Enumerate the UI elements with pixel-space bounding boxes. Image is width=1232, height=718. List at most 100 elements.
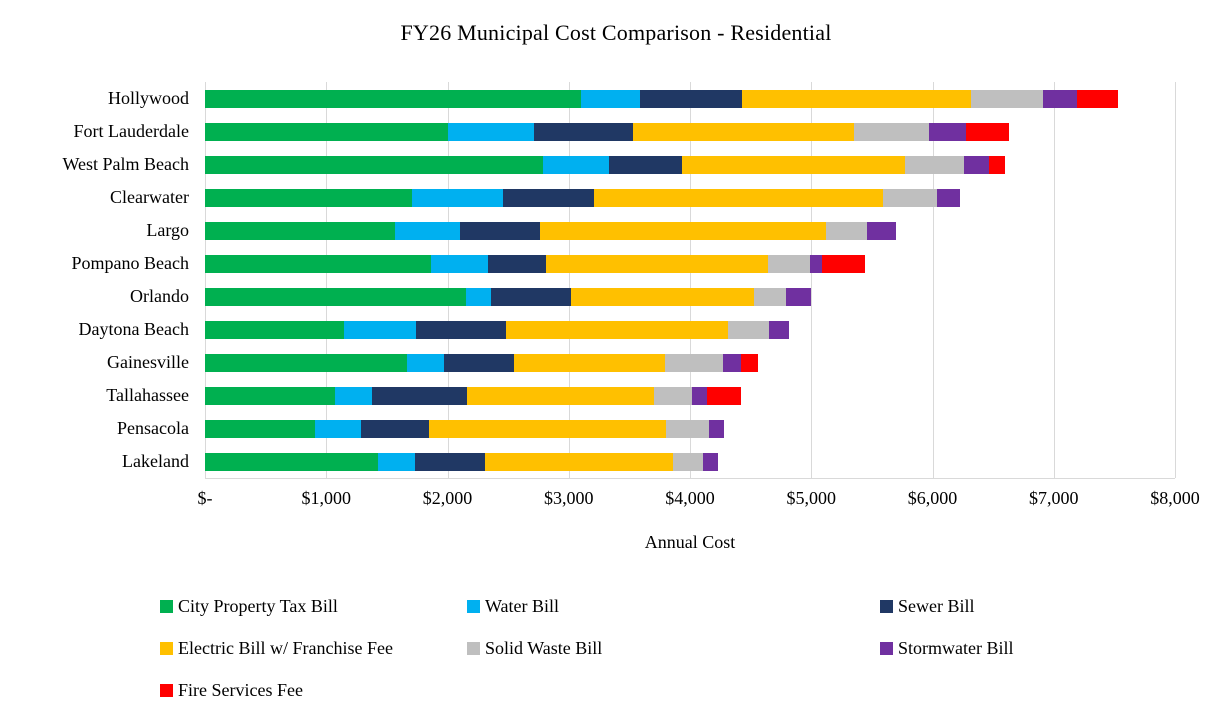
bar-segment xyxy=(443,353,515,372)
bar-row xyxy=(205,188,961,207)
bar-segment xyxy=(459,221,540,240)
bar-segment xyxy=(503,188,595,207)
bar-segment xyxy=(491,287,572,306)
bar-segment xyxy=(395,221,460,240)
bar-segment xyxy=(768,320,790,339)
bar-segment xyxy=(633,122,854,141)
plot-area xyxy=(205,82,1176,479)
x-tick-label: $1,000 xyxy=(301,488,352,508)
category-label: Pompano Beach xyxy=(71,253,189,273)
bar-segment xyxy=(754,287,786,306)
bar-segment xyxy=(971,89,1043,108)
legend-item: Fire Services Fee xyxy=(160,680,303,701)
bar-segment xyxy=(429,419,666,438)
chart-title: FY26 Municipal Cost Comparison - Residen… xyxy=(400,20,832,45)
category-label: Orlando xyxy=(130,286,189,306)
bar-row xyxy=(205,221,897,240)
bar-segment xyxy=(681,155,905,174)
bar-segment xyxy=(487,254,546,273)
gridline xyxy=(811,82,813,478)
bar-segment xyxy=(966,122,1009,141)
legend-item: Stormwater Bill xyxy=(880,638,1014,659)
bar-segment xyxy=(344,320,416,339)
bar-segment xyxy=(205,122,448,141)
bar-segment xyxy=(785,287,812,306)
bar-segment xyxy=(205,353,408,372)
x-tick-label: $2,000 xyxy=(422,488,473,508)
legend-swatch xyxy=(160,684,173,697)
legend-label: Sewer Bill xyxy=(898,596,975,616)
legend-swatch xyxy=(160,642,173,655)
gridline xyxy=(932,82,934,478)
bar-segment xyxy=(822,254,865,273)
bar-row xyxy=(205,386,741,405)
bar-segment xyxy=(742,89,972,108)
bar-segment xyxy=(414,452,486,471)
bar-segment xyxy=(692,386,707,405)
legend-item: Solid Waste Bill xyxy=(467,638,602,659)
legend-item: Electric Bill w/ Franchise Fee xyxy=(160,638,393,659)
bar-segment xyxy=(466,386,654,405)
bar-segment xyxy=(706,386,741,405)
bar-segment xyxy=(465,287,492,306)
category-label: Hollywood xyxy=(108,88,189,108)
bar-segment xyxy=(205,452,379,471)
bar-segment xyxy=(703,452,718,471)
bar-segment xyxy=(205,254,431,273)
bar-row xyxy=(205,320,790,339)
bar-segment xyxy=(205,188,413,207)
bar-segment xyxy=(412,188,504,207)
bar-segment xyxy=(378,452,415,471)
bar-segment xyxy=(415,320,506,339)
bar-segment xyxy=(740,353,758,372)
legend-label: City Property Tax Bill xyxy=(178,596,338,616)
gridline xyxy=(326,82,328,478)
bar-segment xyxy=(673,452,704,471)
bar-segment xyxy=(205,89,581,108)
legend-item: Water Bill xyxy=(467,596,559,617)
legend-label: Stormwater Bill xyxy=(898,638,1014,658)
bar-segment xyxy=(533,122,633,141)
legend-item: City Property Tax Bill xyxy=(160,596,338,617)
bar-row xyxy=(205,452,718,471)
bar-row xyxy=(205,287,812,306)
gridline xyxy=(1175,82,1176,478)
bar-segment xyxy=(964,155,990,174)
bar-segment xyxy=(205,287,466,306)
category-label: Daytona Beach xyxy=(78,319,189,339)
bar-segment xyxy=(928,122,967,141)
bar-segment xyxy=(514,353,665,372)
x-tick-label: $5,000 xyxy=(786,488,837,508)
bar-segment xyxy=(543,155,609,174)
bar-segment xyxy=(810,254,823,273)
bar-segment xyxy=(904,155,964,174)
bar-segment xyxy=(571,287,755,306)
category-label: Gainesville xyxy=(107,352,189,372)
category-label: West Palm Beach xyxy=(62,154,189,174)
bar-segment xyxy=(866,221,897,240)
legend-swatch xyxy=(880,642,893,655)
bar-segment xyxy=(727,320,769,339)
bar-segment xyxy=(580,89,641,108)
x-tick-label: $6,000 xyxy=(907,488,958,508)
bar-segment xyxy=(937,188,961,207)
bar-segment xyxy=(505,320,728,339)
legend-swatch xyxy=(160,600,173,613)
x-tick-label: $3,000 xyxy=(544,488,594,508)
bar-segment xyxy=(407,353,444,372)
bar-segment xyxy=(825,221,867,240)
x-tick-label: $4,000 xyxy=(665,488,715,508)
bar-segment xyxy=(205,221,396,240)
bar-segment xyxy=(430,254,488,273)
legend-label: Fire Services Fee xyxy=(178,680,303,700)
gridline xyxy=(447,82,449,478)
legend-swatch xyxy=(467,600,480,613)
bar-segment xyxy=(653,386,693,405)
gridline xyxy=(1053,82,1055,478)
x-tick-label: $7,000 xyxy=(1029,488,1079,508)
bar-row xyxy=(205,419,724,438)
bar-segment xyxy=(989,155,1006,174)
gridline xyxy=(205,82,206,478)
bar-row xyxy=(205,353,758,372)
bar-segment xyxy=(334,386,373,405)
